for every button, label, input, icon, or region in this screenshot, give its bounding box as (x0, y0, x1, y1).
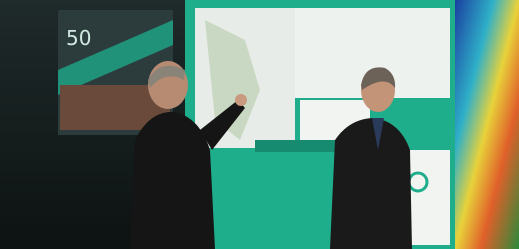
photo: 50 (0, 0, 519, 249)
man-left-hand (235, 94, 247, 106)
page: 50 (() => { const data = JSON.parse(docu… (0, 0, 519, 249)
panel-number: 50 (66, 26, 91, 50)
man-right-body (330, 118, 412, 249)
right-panel (455, 0, 519, 249)
